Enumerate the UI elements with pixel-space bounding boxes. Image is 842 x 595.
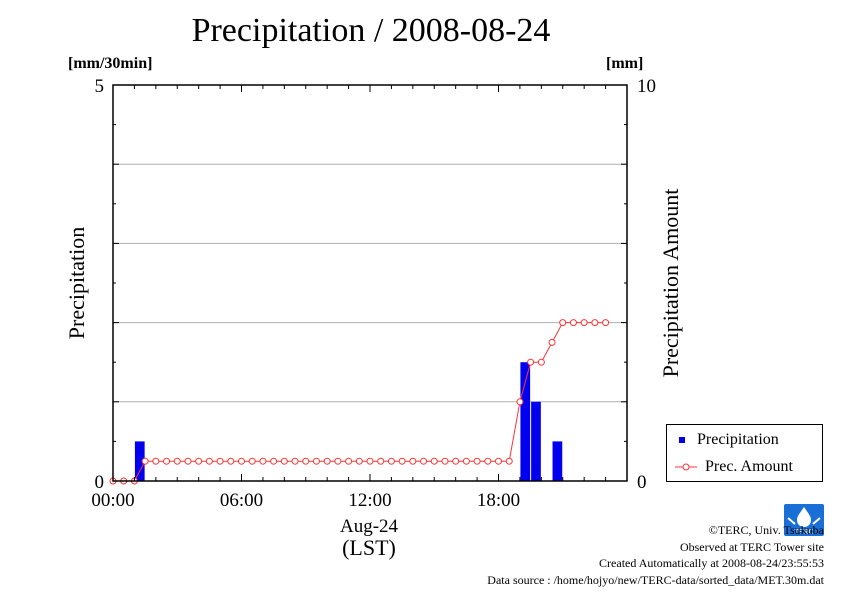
legend-label-amount: Prec. Amount — [705, 458, 793, 475]
axis-ticks: 00:00 06:00 12:00 18:00 0 5 0 10 — [91, 76, 656, 511]
amount-line — [109, 319, 610, 485]
amount-point — [280, 457, 288, 465]
left-axis-unit: [mm/30min] — [68, 55, 153, 72]
amount-point — [216, 457, 224, 465]
amount-point — [163, 457, 171, 465]
terc-logo: TERC — [784, 504, 824, 536]
amount-point — [591, 319, 599, 327]
amount-point — [527, 358, 535, 366]
amount-point — [495, 457, 502, 465]
right-tick-label: 0 — [637, 472, 647, 493]
amount-point — [484, 457, 492, 465]
amount-point — [270, 457, 278, 465]
right-axis-unit: [mm] — [606, 55, 644, 72]
x-axis-date-label: Aug-24 — [340, 516, 399, 537]
x-tick-label: 06:00 — [220, 490, 263, 511]
amount-point — [377, 457, 385, 465]
amount-point — [366, 457, 374, 465]
amount-point — [184, 457, 192, 465]
amount-point — [355, 457, 363, 465]
amount-point — [420, 457, 428, 465]
credit-source: Data source : /home/hojyo/new/TERC-data/… — [487, 572, 824, 587]
amount-point — [398, 457, 406, 465]
amount-point — [387, 457, 395, 465]
legend-label-precipitation: Precipitation — [697, 431, 779, 448]
amount-point — [462, 457, 470, 465]
left-tick-label: 0 — [95, 472, 105, 493]
legend-line-swatch — [675, 463, 697, 471]
amount-point — [345, 457, 353, 465]
amount-point — [195, 457, 203, 465]
precipitation-bar — [552, 441, 563, 481]
plot-frame — [112, 84, 628, 482]
amount-point — [334, 457, 342, 465]
legend-bar-swatch — [679, 437, 685, 443]
right-tick-label: 10 — [637, 76, 656, 97]
x-tick-label: 12:00 — [348, 490, 391, 511]
amount-point — [473, 457, 481, 465]
x-tick-label: 18:00 — [477, 490, 520, 511]
credits-block: ©TERC, Univ. Tsukuba Observed at TERC To… — [487, 522, 824, 588]
x-tick-label: 00:00 — [91, 490, 134, 511]
amount-point — [141, 457, 149, 465]
amount-point — [569, 319, 577, 327]
legend-item-amount: Prec. Amount — [675, 457, 793, 477]
legend-item-precipitation: Precipitation — [675, 430, 779, 450]
amount-point — [548, 338, 556, 346]
amount-point — [505, 457, 513, 465]
precipitation-bar — [531, 401, 541, 481]
credit-site: Observed at TERC Tower site — [679, 539, 824, 554]
amount-point — [580, 319, 588, 327]
chart-legend: Precipitation Prec. Amount — [666, 424, 823, 482]
amount-point — [227, 457, 235, 465]
amount-point — [152, 457, 160, 465]
left-axis-label: Precipitation — [64, 227, 89, 339]
amount-point — [312, 457, 320, 465]
svg-text:TERC: TERC — [794, 529, 813, 536]
amount-point — [409, 457, 417, 465]
x-axis-tz-label: (LST) — [342, 535, 396, 560]
amount-point — [248, 457, 256, 465]
amount-point — [302, 457, 310, 465]
amount-point — [323, 457, 331, 465]
precipitation-bars — [134, 362, 563, 481]
amount-point — [205, 457, 213, 465]
amount-point — [441, 457, 449, 465]
amount-point — [173, 457, 181, 465]
amount-point — [291, 457, 299, 465]
amount-point — [430, 457, 438, 465]
amount-point — [537, 358, 545, 366]
amount-point — [516, 398, 524, 406]
amount-point — [238, 457, 245, 465]
credit-copyright: ©TERC, Univ. Tsukuba — [708, 523, 824, 537]
grid-lines — [113, 163, 627, 403]
credit-created: Created Automatically at 2008-08-24/23:5… — [599, 556, 824, 570]
left-tick-label: 5 — [95, 76, 105, 97]
chart-title: Precipitation / 2008-08-24 — [191, 12, 551, 49]
amount-point — [259, 457, 267, 465]
precipitation-bar — [134, 441, 145, 481]
precipitation-bar — [520, 362, 531, 481]
right-axis-label: Precipitation Amount — [658, 189, 683, 378]
amount-point — [559, 319, 567, 327]
amount-point — [602, 319, 610, 327]
amount-point — [452, 457, 460, 465]
